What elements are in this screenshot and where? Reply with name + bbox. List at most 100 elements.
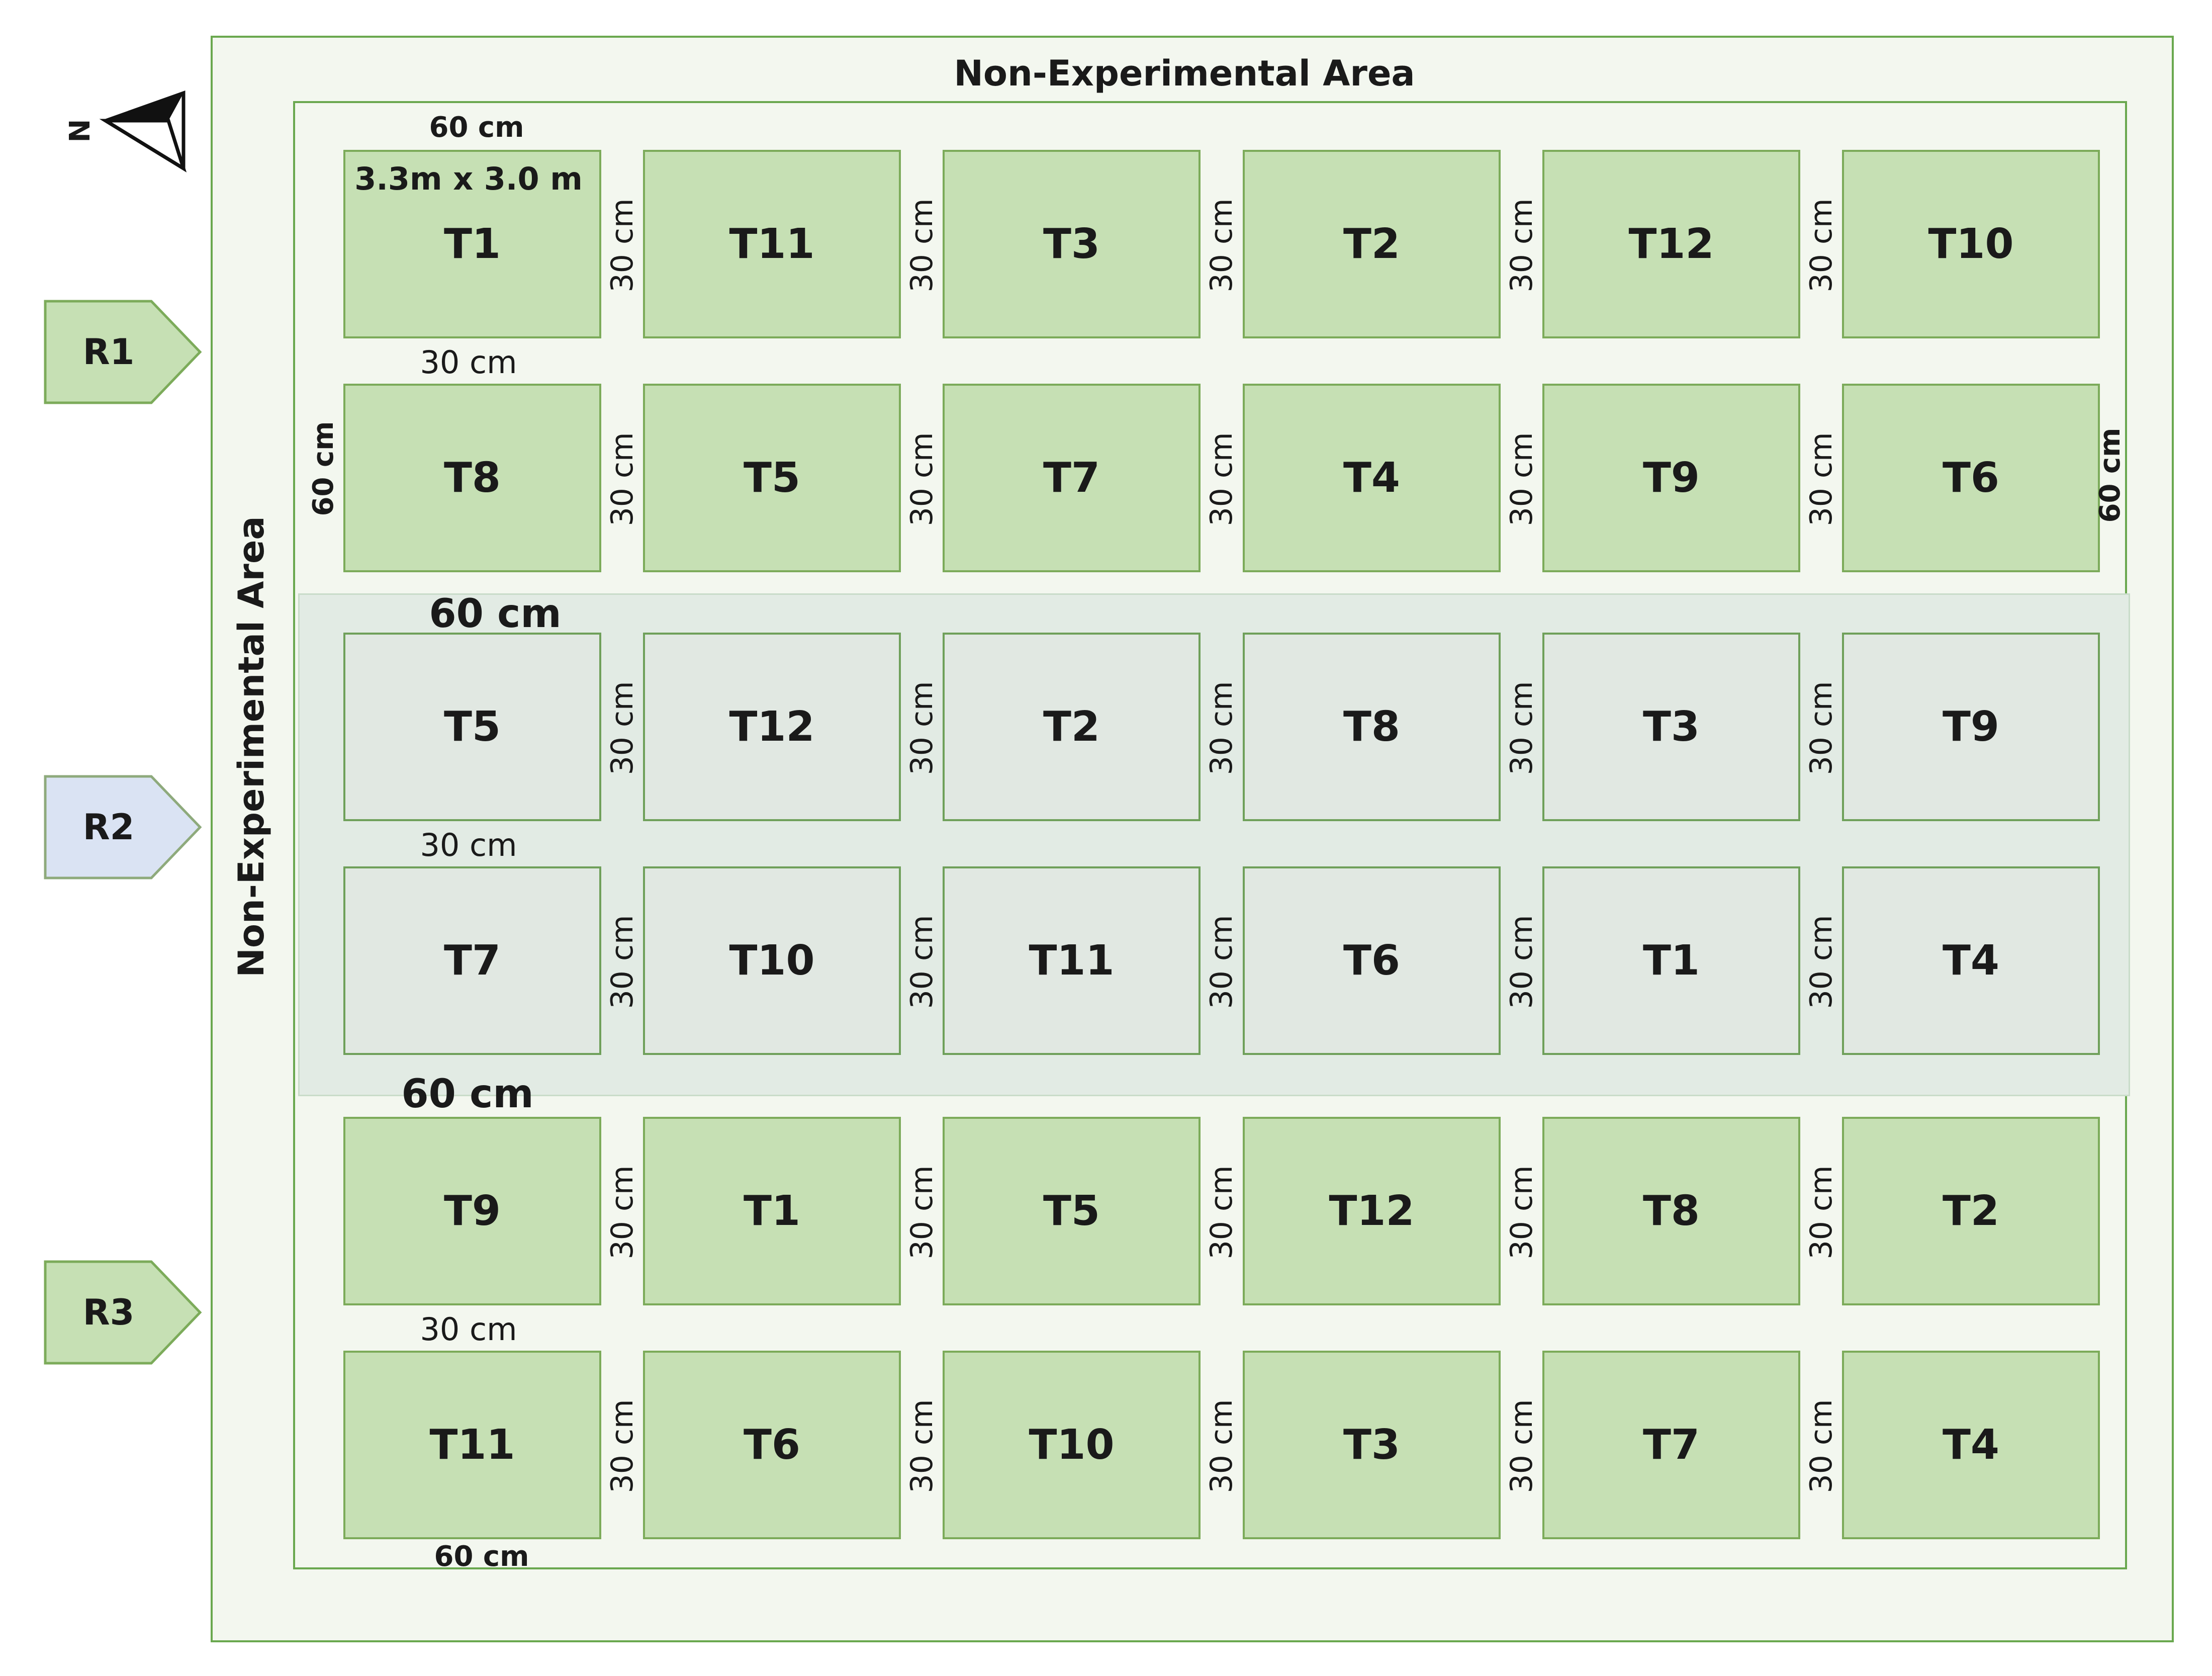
side-non-experimental-area-label: Non-Experimental Area [231,516,272,978]
plot-r2-row1-col5: T3 [1542,633,1800,821]
plot-r3-row1-col5: T8 [1542,1117,1800,1305]
col-gap-30-label: 30 cm [1504,1165,1539,1260]
plot-r1-row2-col1: T8 [343,384,601,572]
gap-60-bottom-label: 60 cm [434,1540,529,1573]
col-gap-30-label: 30 cm [904,1399,940,1493]
plot-treatment-label: T6 [1943,454,1999,502]
col-gap-30-label: 30 cm [1504,432,1539,526]
rep-tag-r2: R2 [43,774,204,880]
rep-tag-label-r3: R3 [82,1292,135,1333]
row-gap-30-label: 30 cm [420,344,517,381]
plot-treatment-label: T12 [1628,220,1714,268]
plot-treatment-label: T5 [744,454,800,502]
plot-treatment-label: T5 [1043,1187,1100,1235]
col-gap-30-label: 30 cm [1804,432,1839,526]
plot-treatment-label: T11 [1029,937,1115,985]
plot-r1-row1-col6: T10 [1842,150,2100,338]
col-gap-30-label: 30 cm [904,915,940,1009]
plot-r3-row1-col1: T9 [343,1117,601,1305]
plot-r2-row2-col1: T7 [343,866,601,1055]
plot-r2-row2-col6: T4 [1842,866,2100,1055]
plot-r1-row1-col4: T2 [1243,150,1501,338]
plot-treatment-label: T1 [744,1187,800,1235]
top-non-experimental-area-label: Non-Experimental Area [954,53,1415,94]
col-gap-30-label: 30 cm [1204,432,1239,526]
plot-treatment-label: T3 [1043,220,1100,268]
north-label: N [64,119,97,143]
col-gap-30-label: 30 cm [1504,915,1539,1009]
plot-treatment-label: T10 [1029,1421,1115,1469]
col-gap-30-label: 30 cm [1804,681,1839,775]
col-gap-30-label: 30 cm [605,681,640,775]
plot-r1-row1-col5: T12 [1542,150,1800,338]
rep-arrow-shape [44,775,202,879]
col-gap-30-label: 30 cm [1504,1399,1539,1493]
plot-treatment-label: T4 [1943,937,1999,985]
plot-treatment-label: T6 [744,1421,800,1469]
plot-treatment-label: T5 [444,703,501,751]
col-gap-30-label: 30 cm [1504,681,1539,775]
col-gap-30-label: 30 cm [605,1165,640,1260]
rep-tag-label-r2: R2 [82,807,135,848]
rep-arrow-shape [44,300,202,404]
plot-r3-row2-col1: T11 [343,1351,601,1539]
plot-treatment-label: T8 [1643,1187,1700,1235]
col-gap-30-label: 30 cm [1204,198,1239,293]
rep-tag-r1: R1 [43,299,204,405]
plot-r3-row1-col3: T5 [943,1117,1201,1305]
col-gap-30-label: 30 cm [1804,1165,1839,1260]
plot-treatment-label: T10 [1928,220,2014,268]
gap-60-r2-r3-label: 60 cm [401,1072,534,1117]
plot-r2-row2-col5: T1 [1542,866,1800,1055]
rep-tag-r3: R3 [43,1260,204,1365]
col-gap-30-label: 30 cm [1804,198,1839,293]
plot-r3-row2-col5: T7 [1542,1351,1800,1539]
north-arrow-icon [99,91,187,172]
col-gap-30-label: 30 cm [904,432,940,526]
row-gap-30-label: 30 cm [420,1311,517,1348]
col-gap-30-label: 30 cm [1804,915,1839,1009]
plot-treatment-label: T9 [1943,703,1999,751]
plot-treatment-label: T9 [444,1187,501,1235]
plot-treatment-label: T7 [1043,454,1100,502]
col-gap-30-label: 30 cm [1204,1399,1239,1493]
plot-treatment-label: T12 [729,703,815,751]
plot-treatment-label: T2 [1043,703,1100,751]
plot-treatment-label: T6 [1343,937,1400,985]
col-gap-30-label: 30 cm [605,915,640,1009]
col-gap-30-label: 30 cm [1204,1165,1239,1260]
gap-60-top-label: 60 cm [429,111,524,144]
plot-r1-row1-col2: T11 [643,150,901,338]
col-gap-30-label: 30 cm [904,198,940,293]
plot-r3-row2-col4: T3 [1243,1351,1501,1539]
plot-r2-row1-col1: T5 [343,633,601,821]
col-gap-30-label: 30 cm [1204,681,1239,775]
plot-treatment-label: T3 [1643,703,1700,751]
col-gap-30-label: 30 cm [1804,1399,1839,1493]
col-gap-30-label: 30 cm [605,198,640,293]
plot-r1-row2-col3: T7 [943,384,1201,572]
plot-r2-row2-col4: T6 [1243,866,1501,1055]
gap-60-left-label: 60 cm [307,421,340,516]
plot-treatment-label: T7 [444,937,501,985]
col-gap-30-label: 30 cm [904,1165,940,1260]
plot-treatment-label: T11 [729,220,815,268]
plot-r1-row2-col2: T5 [643,384,901,572]
plot-r3-row2-col6: T4 [1842,1351,2100,1539]
plot-treatment-label: T2 [1343,220,1400,268]
plot-treatment-label: T11 [429,1421,515,1469]
plot-treatment-label: T1 [1643,937,1700,985]
plot-treatment-label: T8 [444,454,501,502]
plot-r2-row2-col2: T10 [643,866,901,1055]
col-gap-30-label: 30 cm [1204,915,1239,1009]
plot-treatment-label: T9 [1643,454,1700,502]
plot-r3-row2-col2: T6 [643,1351,901,1539]
plot-r3-row1-col2: T1 [643,1117,901,1305]
plot-r2-row1-col4: T8 [1243,633,1501,821]
plot-treatment-label: T10 [729,937,815,985]
plot-r2-row1-col6: T9 [1842,633,2100,821]
plot-treatment-label: T4 [1943,1421,1999,1469]
plot-treatment-label: T1 [444,220,501,268]
plot-treatment-label: T2 [1943,1187,1999,1235]
north-arrow: N [64,85,196,176]
